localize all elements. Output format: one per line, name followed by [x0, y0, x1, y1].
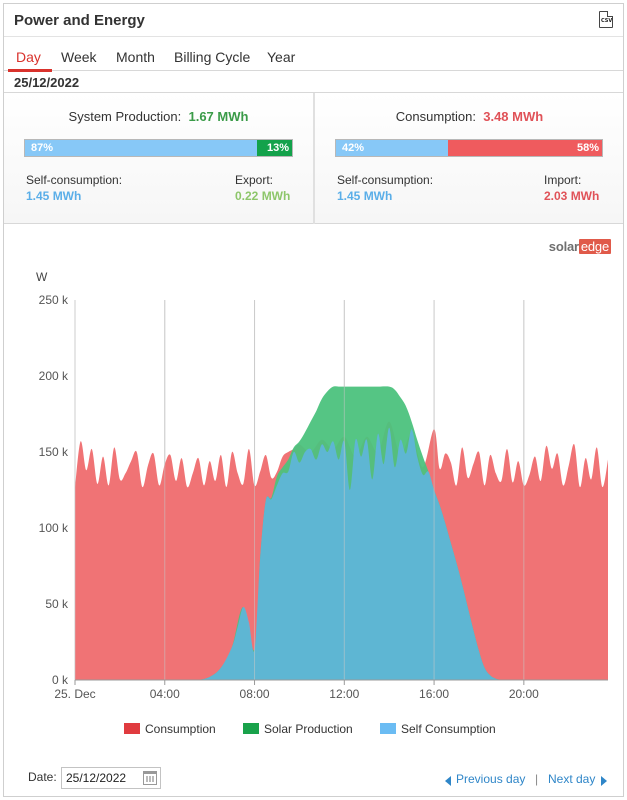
- production-split-bar: 87% 13%: [24, 139, 293, 157]
- energy-summary: System Production: 1.67 MWh 87% 13% Self…: [4, 92, 623, 224]
- legend-consumption[interactable]: Consumption: [145, 722, 216, 736]
- x-tick-label: 20:00: [509, 687, 539, 701]
- production-export-segment: 13%: [257, 140, 292, 156]
- previous-arrow-icon[interactable]: [445, 776, 451, 786]
- production-self-value: 1.45 MWh: [26, 189, 82, 203]
- chart-svg: 25. Dec 04:00 08:00 12:00 16:00 20:00 0 k 50 k 1…: [36, 270, 608, 701]
- consumption-self-value: 1.45 MWh: [337, 189, 393, 203]
- date-navigation: Date: Previous day | Next day: [4, 756, 623, 796]
- export-value: 0.22 MWh: [235, 189, 291, 203]
- power-chart: solar edge 25. Dec 04:00 08:00 12:00 16:00 20:…: [4, 226, 623, 756]
- tab-month[interactable]: Month: [116, 49, 155, 65]
- x-tick-label: 12:00: [329, 687, 359, 701]
- consumption-self-segment: 42%: [336, 140, 448, 156]
- production-panel: System Production: 1.67 MWh 87% 13% Self…: [4, 93, 313, 224]
- y-tick-label: 250 k: [39, 293, 69, 307]
- consumption-title: Consumption: 3.48 MWh: [315, 109, 624, 124]
- import-value: 2.03 MWh: [544, 189, 600, 203]
- widget-header: Power and Energy CSV: [4, 4, 623, 37]
- solaredge-logo: solar edge: [549, 239, 611, 254]
- logo-text-solar: solar: [548, 239, 579, 254]
- period-tabs: Day Week Month Billing Cycle Year: [4, 38, 623, 72]
- x-tick-label: 25. Dec: [54, 687, 95, 701]
- self-consumption-area: [198, 427, 502, 680]
- consumption-import-segment: 58%: [447, 140, 602, 156]
- consumption-panel: Consumption: 3.48 MWh 42% 58% Self-consu…: [315, 93, 624, 224]
- y-axis-label: W: [36, 270, 48, 284]
- consumption-total-value: 3.48 MWh: [483, 109, 544, 124]
- y-tick-label: 0 k: [52, 673, 69, 687]
- consumption-split-bar: 42% 58%: [335, 139, 603, 157]
- tab-billing-cycle[interactable]: Billing Cycle: [174, 49, 251, 65]
- tab-week[interactable]: Week: [61, 49, 97, 65]
- legend-self-consumption[interactable]: Self Consumption: [401, 722, 496, 736]
- production-self-segment: 87%: [25, 140, 258, 156]
- legend-swatch-consumption: [124, 723, 140, 734]
- tab-year[interactable]: Year: [267, 49, 296, 65]
- calendar-icon[interactable]: [143, 771, 157, 785]
- import-label: Import:: [544, 173, 582, 187]
- chart-legend: Consumption Solar Production Self Consum…: [4, 719, 623, 739]
- date-input[interactable]: [61, 767, 161, 789]
- next-day-link[interactable]: Next day: [548, 772, 596, 786]
- tab-day[interactable]: Day: [16, 49, 41, 65]
- y-tick-label: 50 k: [45, 597, 69, 611]
- csv-icon-text: CSV: [601, 18, 613, 24]
- nav-separator: |: [535, 772, 539, 786]
- csv-export-icon[interactable]: CSV: [599, 11, 613, 28]
- y-tick-label: 100 k: [39, 521, 69, 535]
- legend-swatch-self-consumption: [380, 723, 396, 734]
- production-total-value: 1.67 MWh: [188, 109, 249, 124]
- previous-day-link[interactable]: Previous day: [456, 772, 526, 786]
- legend-solar-production[interactable]: Solar Production: [264, 722, 353, 736]
- legend-swatch-solar-production: [243, 723, 259, 734]
- logo-text-edge: edge: [578, 239, 611, 254]
- consumption-self-label: Self-consumption:: [337, 173, 434, 187]
- date-label: Date:: [28, 770, 57, 784]
- x-tick-label: 08:00: [240, 687, 270, 701]
- next-arrow-icon[interactable]: [601, 776, 607, 786]
- production-title: System Production: 1.67 MWh: [4, 109, 313, 124]
- widget-title: Power and Energy: [14, 12, 145, 29]
- y-tick-label: 200 k: [39, 369, 69, 383]
- production-title-label: System Production:: [68, 109, 182, 124]
- x-tick-label: 16:00: [419, 687, 449, 701]
- x-tick-label: 04:00: [150, 687, 180, 701]
- production-self-label: Self-consumption:: [26, 173, 123, 187]
- export-label: Export:: [235, 173, 274, 187]
- power-energy-widget: Power and Energy CSV Day Week Month Bill…: [3, 3, 624, 797]
- selected-date: 25/12/2022: [14, 75, 80, 90]
- y-tick-label: 150 k: [39, 445, 69, 459]
- summary-divider: [313, 93, 315, 224]
- consumption-title-label: Consumption:: [395, 109, 476, 124]
- active-tab-indicator: [8, 69, 52, 72]
